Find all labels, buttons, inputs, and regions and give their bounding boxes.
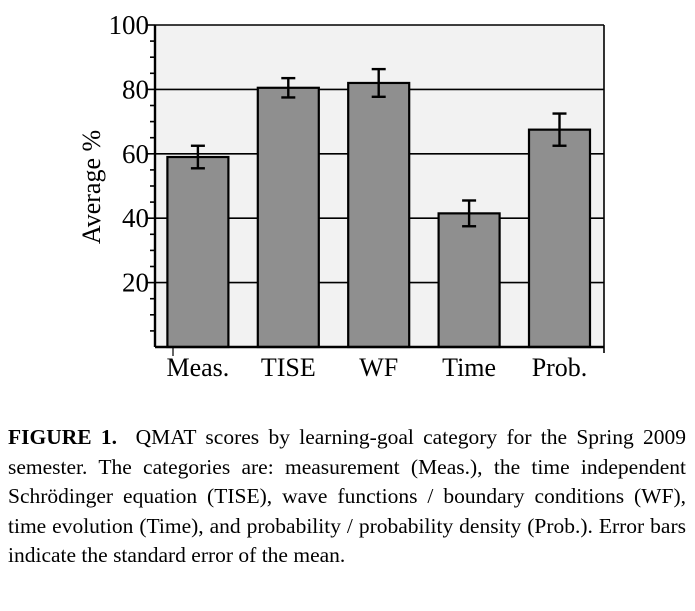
- x-tick-label: WF: [359, 353, 398, 382]
- bar-tise: [256, 86, 320, 349]
- error-bars: [190, 67, 567, 228]
- y-tick-label: 100: [109, 10, 150, 40]
- y-tick-label: 60: [122, 139, 149, 169]
- caption-text: QMAT scores by learning-goal category fo…: [8, 425, 686, 567]
- x-tick-labels: Meas. TISE WF Time Prob.: [166, 353, 587, 382]
- x-tick-label: Prob.: [532, 353, 588, 382]
- bar-prob: [527, 128, 592, 349]
- bar-chart: 20 40 60 80 100 Meas. TISE WF Time Prob. Average…: [77, 10, 605, 382]
- bars: [166, 81, 592, 349]
- y-axis-label: Average %: [77, 130, 106, 244]
- bar-meas: [166, 155, 230, 349]
- bar-time: [437, 212, 501, 349]
- x-tick-label: Time: [442, 353, 496, 382]
- y-tick-label: 80: [122, 74, 149, 104]
- x-tick-label: TISE: [261, 353, 316, 382]
- y-tick-label: 20: [122, 268, 149, 298]
- y-tick-label: 40: [122, 203, 149, 233]
- axes: [147, 24, 605, 356]
- x-tick-label: Meas.: [166, 353, 229, 382]
- figure-label: FIGURE 1.: [8, 425, 118, 449]
- y-tick-labels: 20 40 60 80 100: [109, 10, 150, 298]
- bar-wf: [347, 81, 411, 349]
- figure-caption: FIGURE 1. QMAT scores by learning-goal c…: [8, 423, 686, 571]
